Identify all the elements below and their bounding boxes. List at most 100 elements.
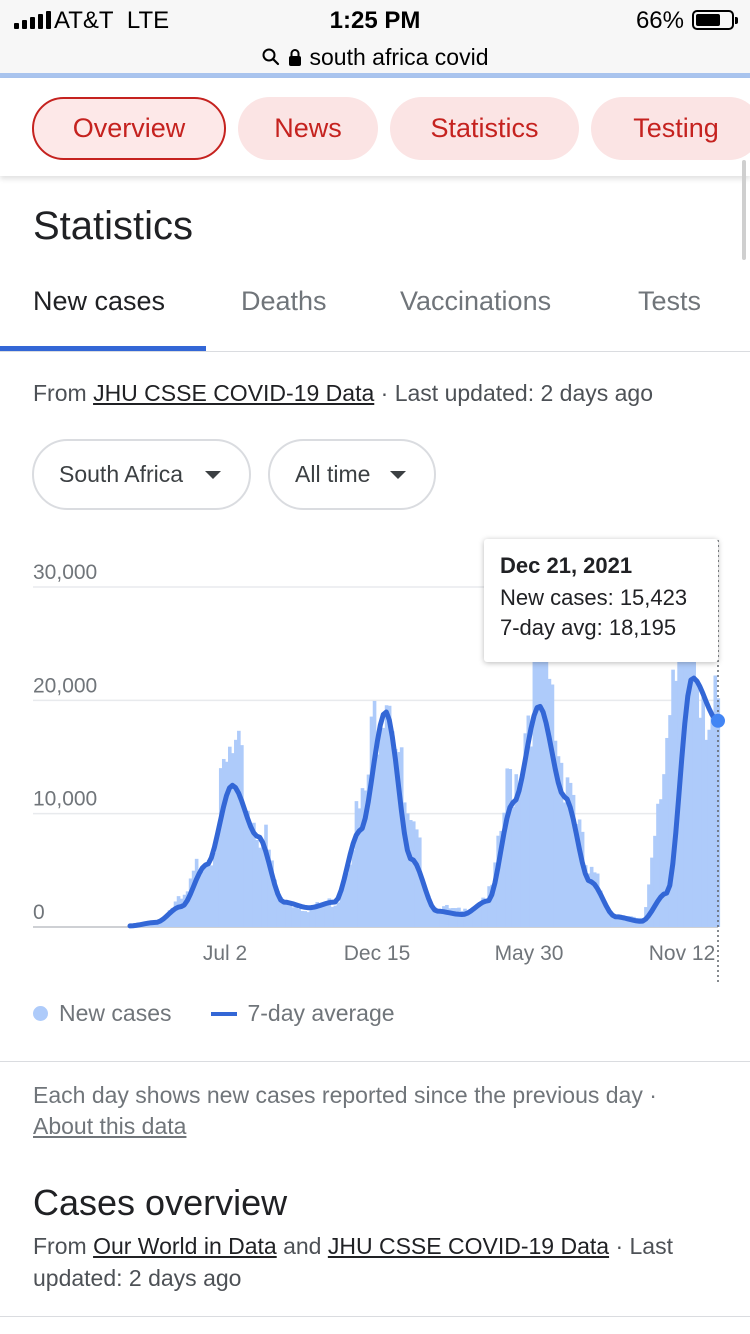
new-cases-bar [556,756,561,927]
chart-tooltip: Dec 21, 2021 New cases: 15,423 7-day avg… [484,539,718,662]
address-bar[interactable]: south africa covid [0,40,750,74]
y-tick-label: 10,000 [33,788,97,811]
new-cases-bar [583,865,588,927]
new-cases-bar [481,897,485,927]
new-cases-bar [547,678,552,927]
new-cases-bar [442,906,446,927]
new-cases-bar [405,813,410,927]
y-tick-label: 20,000 [33,674,97,697]
about-data-link[interactable]: About this data [33,1113,187,1139]
x-tick-label: Nov 12 [649,942,716,965]
new-cases-bar [436,912,440,927]
new-cases-bar [716,698,721,927]
tab-divider [0,351,750,352]
new-cases-bar [698,717,703,927]
new-cases-bar [264,824,268,927]
new-cases-bar [692,657,696,927]
new-cases-bar [246,810,250,927]
new-cases-bar [203,864,208,927]
new-cases-bar [224,761,229,927]
new-cases-bar [258,847,262,927]
tab-tests[interactable]: Tests [638,286,702,316]
new-cases-bar [451,908,455,927]
new-cases-bar [315,902,320,927]
new-cases-bar [647,884,651,927]
source-link[interactable]: JHU CSSE COVID-19 Data [93,380,375,406]
chip-statistics[interactable]: Statistics [390,97,579,160]
url-text: south africa covid [309,43,489,70]
jhu-link[interactable]: JHU CSSE COVID-19 Data [327,1233,610,1259]
new-cases-bar [279,897,283,927]
new-cases-bar [414,829,419,927]
tab-new-cases[interactable]: New cases [33,286,166,316]
new-cases-bar [505,768,510,927]
new-cases-bar [360,788,365,927]
new-cases-bar [589,866,594,927]
x-tick-label: Dec 15 [344,942,411,965]
new-cases-bar [197,871,202,927]
new-cases-bar [433,906,437,927]
new-cases-bar [487,886,491,927]
new-cases-bar [683,656,687,927]
new-cases-bar [623,916,627,927]
new-cases-bar [267,849,271,927]
new-cases-bar [218,768,223,927]
new-cases-bar [592,872,597,927]
page-progress-bar [0,73,750,78]
new-cases-bar [273,879,277,927]
location-dropdown[interactable]: South Africa [32,439,251,510]
chip-news[interactable]: News [238,97,378,160]
new-cases-bar [327,898,332,927]
new-cases-bar [520,771,525,927]
data-source: From JHU CSSE COVID-19 Data · Last updat… [33,380,654,406]
new-cases-bar [559,762,564,927]
new-cases-bar [255,839,259,927]
tab-vaccinations[interactable]: Vaccinations [400,286,552,316]
new-cases-bar [595,873,600,927]
hover-point [711,713,725,728]
new-cases-bar [529,746,534,927]
chip-label: Overview [72,113,186,143]
new-cases-bar [243,811,247,927]
time-range-dropdown[interactable]: All time [268,439,436,510]
new-cases-bar [221,758,226,927]
new-cases-bar [484,900,488,927]
new-cases-bar [454,908,458,927]
new-cases-bar [478,903,482,927]
new-cases-bar [577,819,582,927]
section-title: Statistics [33,204,194,248]
new-cases-bar [460,910,464,927]
chip-overview[interactable]: Overview [32,97,226,160]
chip-testing[interactable]: Testing [591,97,750,160]
new-cases-bar [375,754,380,927]
lock-icon [288,48,301,66]
new-cases-bar [237,730,241,927]
cases-chart[interactable]: 30,000 20,000 10,000 0 Jul 2 Dec 15 May 30 Nov… [0,530,750,990]
new-cases-bar [369,716,374,927]
new-cases-bar [523,733,528,927]
chip-label: News [274,113,342,143]
new-cases-bar [228,746,232,927]
owid-link[interactable]: Our World in Data [93,1233,277,1259]
new-cases-bar [420,880,425,927]
legend-avg: 7-day average [247,1000,395,1026]
new-cases-bar [707,729,712,927]
new-cases-bar [354,801,359,927]
new-cases-bar [439,912,443,927]
new-cases-bar [601,900,606,927]
chip-label: Testing [633,113,719,143]
new-cases-bar [173,901,178,927]
tab-deaths[interactable]: Deaths [241,286,327,316]
new-cases-bar [345,873,350,927]
divider [0,1061,750,1062]
new-cases-bar [167,910,172,927]
new-cases-bar [194,858,199,927]
new-cases-bar [381,727,386,927]
seven-day-average-line [127,675,721,929]
new-cases-bar [378,726,383,927]
new-cases-bar [659,799,663,927]
scrollbar[interactable] [742,160,746,260]
new-cases-bar [282,900,286,927]
new-cases-bar [182,894,187,927]
carrier-label: AT&T LTE [54,7,170,34]
